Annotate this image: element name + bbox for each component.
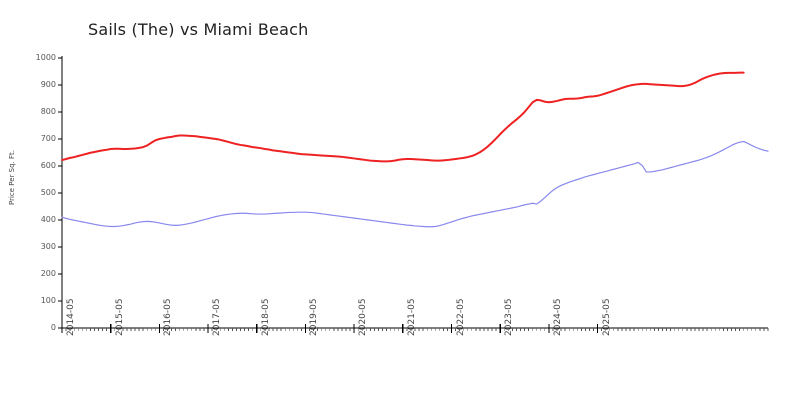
data-series-group	[61, 71, 769, 228]
y-axis-tick-label: 900	[40, 80, 56, 89]
y-axis-tick-label: 100	[40, 296, 56, 305]
y-axis-tick-label: 300	[40, 242, 56, 251]
series-line	[61, 71, 745, 163]
y-axis-tick-label: 800	[40, 107, 56, 116]
y-axis-tick-label: 200	[40, 269, 56, 278]
y-axis-tick-label: 0	[50, 323, 56, 332]
chart-title: Sails (The) vs Miami Beach	[88, 20, 309, 39]
series-line	[61, 140, 769, 228]
y-axis-tick-label: 500	[40, 188, 56, 197]
axes	[58, 56, 769, 333]
y-axis-tick-label: 600	[40, 161, 56, 170]
y-axis-tick-label: 400	[40, 215, 56, 224]
y-axis-tick-label: 700	[40, 134, 56, 143]
y-axis-tick-label: 1000	[35, 53, 56, 62]
